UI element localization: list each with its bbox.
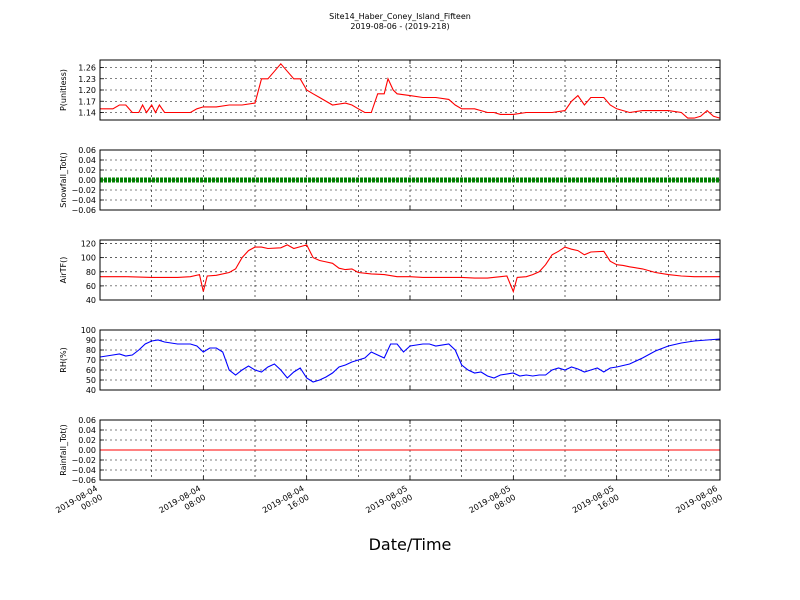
y-axis-label-3: RH(%) (59, 347, 68, 372)
y-tick-label: 80 (86, 268, 96, 277)
y-tick-label: 0.04 (78, 156, 96, 165)
panels: 1.141.171.201.231.26P(unitless)−0.06−0.0… (59, 59, 721, 485)
y-tick-label: 1.20 (78, 86, 96, 95)
axes-frame-2 (99, 239, 721, 301)
y-tick-label: 60 (86, 366, 96, 375)
axes-frame-3 (99, 329, 721, 391)
y-tick-label: 0.04 (78, 426, 96, 435)
y-axis-label-0: P(unitless) (59, 69, 68, 111)
x-axis-label: Date/Time (369, 535, 452, 554)
y-tick-label: 120 (81, 240, 96, 249)
panel-4: −0.06−0.04−0.020.000.020.040.06 Rainfall_… (59, 416, 721, 485)
y-tick-label: 0.02 (78, 166, 96, 175)
y-tick-label: −0.06 (71, 206, 96, 215)
axes-frame-1 (99, 149, 721, 211)
y-tick-label: 1.23 (78, 75, 96, 84)
y-tick-label: 1.17 (78, 97, 96, 106)
y-axis-label-2: AirTF() (59, 257, 68, 284)
x-tick-label: 2019-08-0516:00 (571, 484, 621, 524)
x-tick-label: 2019-08-0508:00 (468, 484, 518, 524)
y-tick-label: 60 (86, 282, 96, 291)
chart-subtitle: 2019-08-06 - (2019-218) (350, 22, 449, 31)
y-tick-label: 100 (81, 326, 96, 335)
x-tick-label: 2019-08-0600:00 (674, 484, 724, 524)
y-tick-label: 50 (86, 376, 96, 385)
y-axis-label-1: Snowfall_Tot() (59, 152, 68, 208)
y-tick-label: 100 (81, 254, 96, 263)
y-tick-label: 1.26 (78, 64, 96, 73)
y-tick-label: −0.06 (71, 476, 96, 485)
y-tick-label: 40 (86, 296, 96, 305)
x-tick-labels: 2019-08-0400:00 2019-08-0408:00 2019-08-04… (54, 484, 724, 524)
y-tick-label: 40 (86, 386, 96, 395)
panel-1: −0.06−0.04−0.020.000.020.040.06 Snowfall_… (59, 146, 721, 215)
x-tick-label: 2019-08-0416:00 (261, 484, 311, 524)
y-tick-label: −0.04 (71, 196, 96, 205)
y-tick-label: 0.02 (78, 436, 96, 445)
y-tick-label: 90 (86, 336, 96, 345)
y-tick-label: −0.02 (71, 456, 96, 465)
y-tick-label: 0.00 (78, 446, 96, 455)
y-tick-label: 0.06 (78, 146, 96, 155)
axes-frame-0 (99, 59, 721, 121)
chart-title: Site14_Haber_Coney_Island_Fifteen (329, 12, 471, 21)
y-tick-label: −0.02 (71, 186, 96, 195)
y-tick-label: 1.14 (78, 109, 96, 118)
series-line-3 (99, 338, 721, 383)
series-line-2 (100, 244, 720, 294)
panel-0: 1.14 1.17 1.20 1.23 1.26 P(unitless) (59, 59, 721, 121)
x-tick-label: 2019-08-0408:00 (158, 484, 208, 524)
y-tick-label: 80 (86, 346, 96, 355)
y-tick-label: −0.04 (71, 466, 96, 475)
y-tick-label: 0.00 (78, 176, 96, 185)
y-tick-label: 0.06 (78, 416, 96, 425)
axes-frame-4 (99, 419, 721, 481)
x-tick-label: 2019-08-0400:00 (54, 484, 104, 524)
panel-2: 40 60 80 100 120 AirTF() (59, 239, 721, 305)
series-line-0 (100, 62, 721, 119)
y-axis-label-4: Rainfall_Tot() (59, 424, 68, 476)
x-tick-label: 2019-08-0500:00 (364, 484, 414, 524)
y-tick-label: 70 (86, 356, 96, 365)
